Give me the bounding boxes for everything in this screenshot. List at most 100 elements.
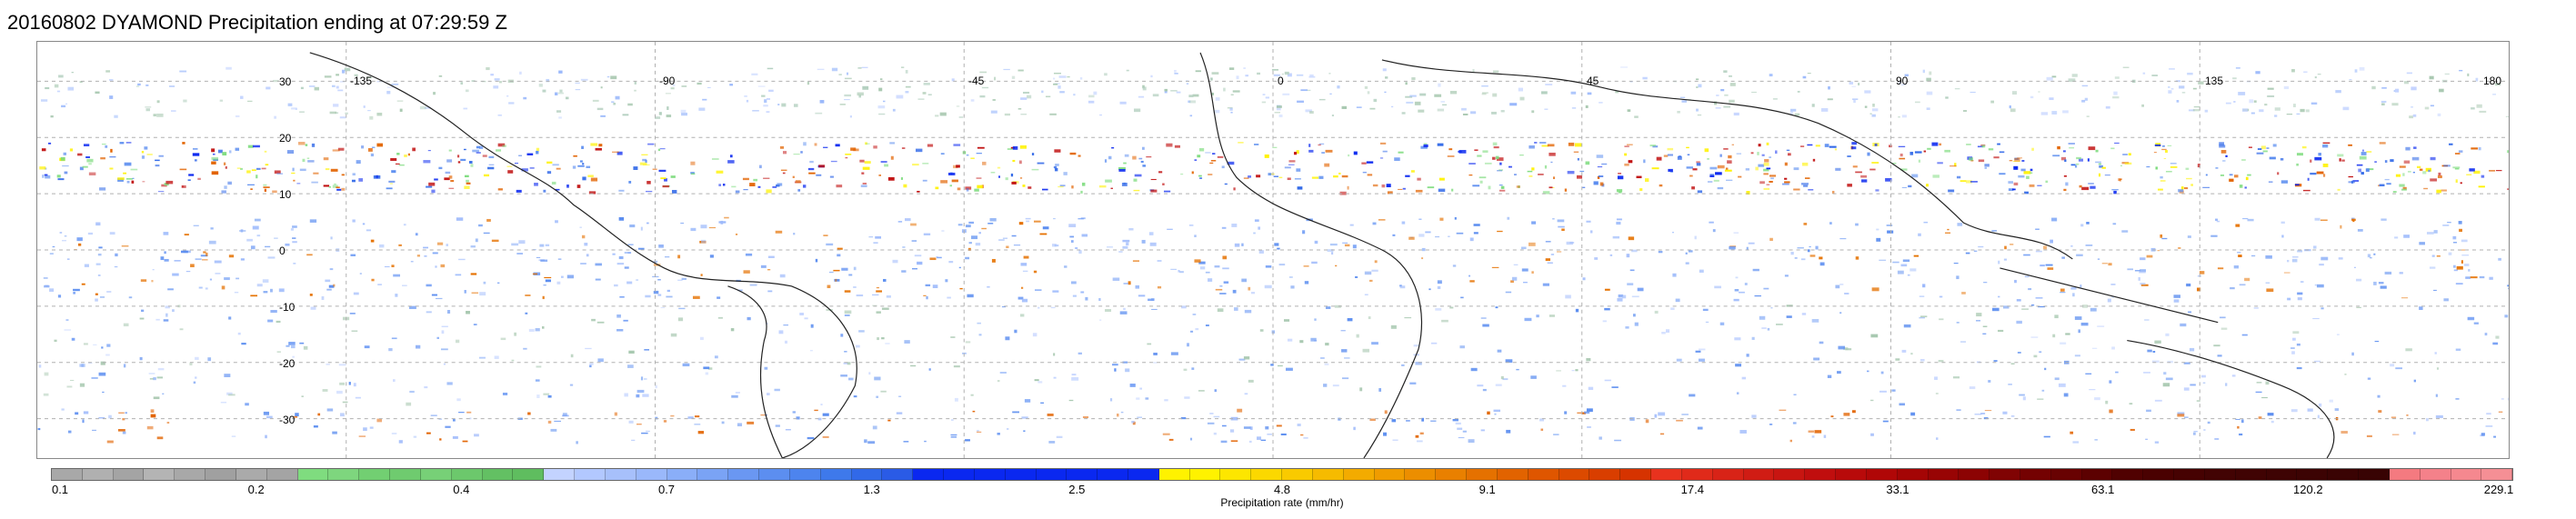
precip-cell	[119, 142, 125, 145]
precip-cell	[2021, 308, 2029, 310]
precip-cell	[391, 264, 395, 268]
precip-cell	[114, 266, 118, 268]
precip-cell	[1331, 115, 1334, 117]
precip-cell	[38, 364, 42, 368]
precip-cell	[2320, 307, 2324, 310]
precip-cell	[2139, 271, 2146, 274]
precip-cell	[1080, 291, 1085, 294]
precip-cell	[718, 184, 722, 186]
precip-cell	[1819, 341, 1824, 344]
precip-cell	[99, 187, 106, 191]
precip-cell	[1056, 435, 1063, 438]
precip-cell	[81, 364, 85, 367]
precip-cell	[2176, 80, 2181, 83]
precip-cell	[491, 239, 499, 243]
precip-cell	[1198, 390, 1205, 392]
precip-cell	[2265, 381, 2270, 385]
precip-cell	[106, 344, 111, 347]
precip-cell	[858, 330, 865, 333]
precip-cell	[1070, 281, 1077, 284]
latitude-label: 30	[279, 75, 292, 88]
precip-cell	[1573, 151, 1579, 153]
precip-cell	[562, 413, 567, 416]
precip-cell	[1353, 426, 1356, 431]
precip-cell	[351, 179, 356, 183]
precip-cell	[1164, 399, 1168, 402]
precip-cell	[388, 180, 396, 183]
precip-cell	[197, 177, 201, 180]
precip-cell	[672, 84, 676, 87]
precip-cell	[370, 153, 375, 157]
precip-cell	[433, 92, 436, 95]
precip-cell	[1820, 107, 1829, 112]
precip-cell	[957, 224, 963, 226]
precip-cell	[358, 178, 364, 182]
precip-cell	[426, 185, 433, 188]
precip-cell	[1023, 255, 1029, 259]
precip-cell	[972, 410, 976, 413]
precip-cell	[388, 348, 393, 352]
precip-cell	[1121, 183, 1128, 186]
precip-cell	[1249, 426, 1253, 430]
precip-cell	[670, 333, 677, 337]
precip-cell	[406, 402, 412, 406]
precip-cell	[122, 418, 125, 421]
precip-cell	[172, 273, 179, 276]
precip-cell	[1724, 169, 1732, 172]
precip-cell	[99, 296, 105, 298]
precip-cell	[54, 84, 59, 88]
precip-cell	[2231, 374, 2236, 377]
precip-cell	[782, 151, 787, 155]
precip-cell	[2436, 189, 2441, 194]
precip-cell	[924, 440, 927, 443]
precip-cell	[1658, 251, 1663, 254]
colorbar-segment	[2359, 469, 2390, 480]
precip-cell	[2189, 347, 2195, 352]
precip-cell	[1414, 101, 1421, 105]
precip-cell	[2433, 230, 2438, 234]
precip-cell	[2305, 109, 2310, 113]
precip-cell	[757, 85, 766, 87]
colorbar-segment	[144, 469, 175, 480]
precip-cell	[1498, 169, 1504, 171]
precip-cell	[1208, 174, 1213, 175]
colorbar	[51, 468, 2513, 481]
precip-cell	[1150, 189, 1158, 193]
precip-cell	[408, 305, 416, 310]
precip-cell	[1001, 306, 1007, 308]
precip-cell	[1041, 90, 1044, 94]
precip-cell	[40, 99, 48, 102]
precip-cell	[2010, 108, 2016, 113]
precip-cell	[981, 86, 989, 89]
precip-cell	[1712, 229, 1716, 233]
precip-cell	[2448, 252, 2452, 255]
precip-cell	[1843, 413, 1850, 416]
precip-cell	[2294, 184, 2300, 186]
precip-cell	[526, 153, 534, 155]
precip-cell	[486, 218, 491, 222]
precip-cell	[2040, 112, 2049, 115]
precip-cell	[536, 256, 541, 258]
precip-cell	[97, 253, 102, 256]
colorbar-segment	[359, 469, 391, 480]
precip-cell	[1075, 247, 1078, 250]
precip-cell	[2274, 107, 2280, 111]
precip-cell	[1819, 262, 1825, 266]
precip-cell	[627, 244, 634, 245]
precip-cell	[1401, 112, 1406, 115]
precip-cell	[1418, 234, 1425, 237]
precip-cell	[1384, 410, 1388, 414]
precip-cell	[2435, 414, 2443, 418]
precip-cell	[2456, 265, 2463, 270]
precip-cell	[2098, 163, 2102, 165]
precip-cell	[1618, 173, 1622, 175]
precip-cell	[1923, 221, 1929, 224]
precip-cell	[413, 435, 417, 438]
precip-cell	[1123, 307, 1126, 311]
precip-cell	[151, 280, 154, 283]
precip-cell	[1668, 168, 1673, 172]
precip-cell	[338, 364, 346, 366]
precip-cell	[2379, 142, 2386, 145]
precip-cell	[1616, 221, 1621, 225]
colorbar-tick-label: 229.1	[2483, 483, 2514, 496]
